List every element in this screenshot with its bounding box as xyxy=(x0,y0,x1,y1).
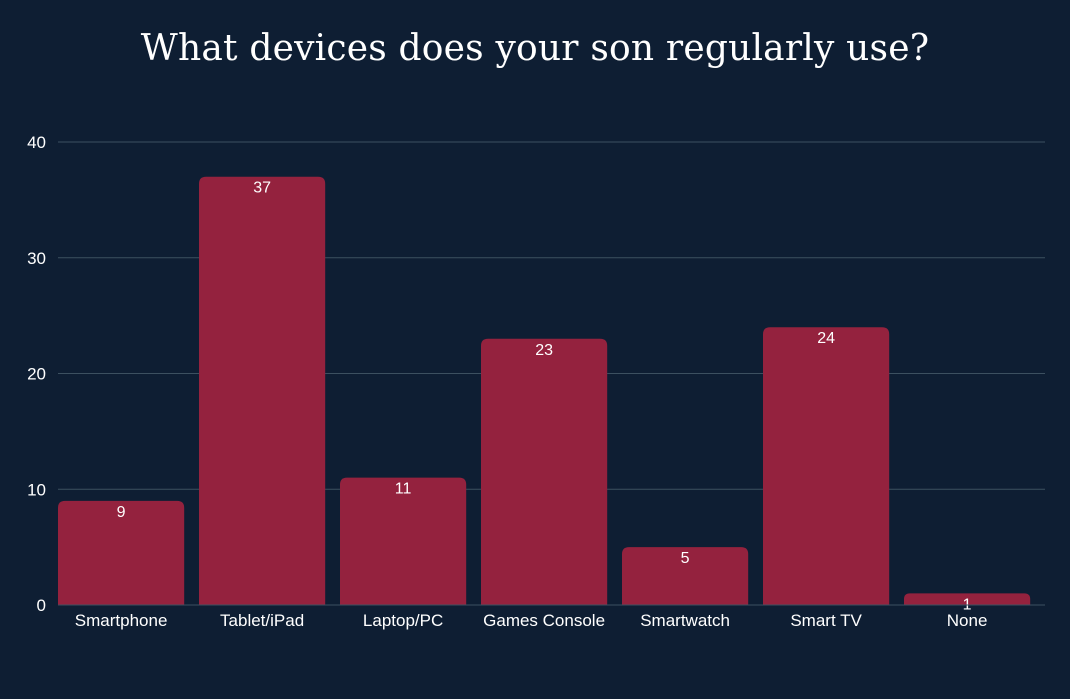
bar xyxy=(622,547,749,605)
data-label: 5 xyxy=(681,550,690,567)
y-tick-label: 40 xyxy=(27,133,46,152)
bar xyxy=(904,593,1031,605)
y-tick-label: 0 xyxy=(37,596,46,615)
bar xyxy=(199,176,326,605)
x-tick-label: Games Console xyxy=(483,611,605,630)
data-label: 23 xyxy=(535,342,553,359)
x-tick-label: None xyxy=(947,611,988,630)
x-tick-label: Smartphone xyxy=(75,611,168,630)
y-tick-label: 30 xyxy=(27,249,46,268)
x-tick-label: Tablet/iPad xyxy=(220,611,304,630)
data-label: 24 xyxy=(817,330,835,347)
y-tick-label: 10 xyxy=(27,480,46,499)
x-tick-label: Smart TV xyxy=(790,611,862,630)
bar xyxy=(763,327,890,605)
chart-title: What devices does your son regularly use… xyxy=(140,28,930,69)
bar xyxy=(340,477,467,605)
bar xyxy=(481,338,608,605)
data-label: 9 xyxy=(117,504,126,521)
data-label: 37 xyxy=(253,180,271,197)
data-label: 11 xyxy=(395,481,412,498)
x-tick-label: Laptop/PC xyxy=(363,611,443,630)
bar xyxy=(58,500,185,605)
x-tick-label: Smartwatch xyxy=(640,611,730,630)
y-tick-label: 20 xyxy=(27,365,46,384)
